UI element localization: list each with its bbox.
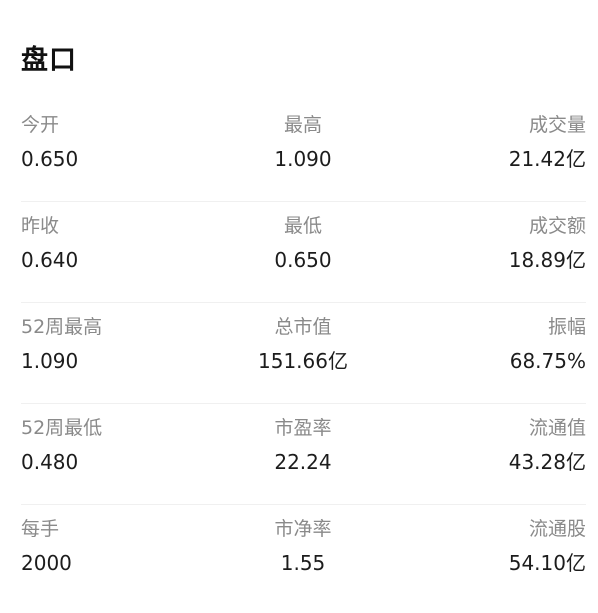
stat-label: 每手 xyxy=(21,518,60,540)
quote-stats-grid: 今开 0.650 最高 1.090 成交量 21.42亿 昨收 0.640 最低… xyxy=(21,101,586,606)
stat-value: 21.42亿 xyxy=(508,147,586,171)
stat-label: 市净率 xyxy=(274,518,332,540)
stat-label: 52周最高 xyxy=(21,316,103,338)
stat-amplitude: 振幅 68.75% xyxy=(386,315,586,374)
stat-value: 68.75% xyxy=(509,349,586,373)
stat-label: 昨收 xyxy=(21,215,60,237)
panel-title: 盘口 xyxy=(21,45,77,76)
stats-row: 每手 2000 市净率 1.55 流通股 54.10亿 xyxy=(21,505,586,606)
stat-52w-high: 52周最高 1.090 xyxy=(21,315,221,374)
stat-high: 最高 1.090 xyxy=(203,113,403,172)
stat-value: 1.090 xyxy=(274,147,332,171)
stat-value: 2000 xyxy=(21,551,72,575)
stats-row: 52周最高 1.090 总市值 151.66亿 振幅 68.75% xyxy=(21,303,586,404)
stat-value: 0.650 xyxy=(274,248,332,272)
stat-label: 流通值 xyxy=(528,417,586,439)
stat-label: 成交量 xyxy=(528,114,586,136)
stat-value: 1.55 xyxy=(280,551,326,575)
stat-label: 市盈率 xyxy=(274,417,332,439)
stat-float-shares: 流通股 54.10亿 xyxy=(386,517,586,576)
stat-value: 22.24 xyxy=(274,450,332,474)
stat-value: 0.480 xyxy=(21,450,79,474)
stats-row: 52周最低 0.480 市盈率 22.24 流通值 43.28亿 xyxy=(21,404,586,505)
stat-float-value: 流通值 43.28亿 xyxy=(386,416,586,475)
stat-pb-ratio: 市净率 1.55 xyxy=(203,517,403,576)
stat-value: 0.650 xyxy=(21,147,79,171)
stat-turnover: 成交额 18.89亿 xyxy=(386,214,586,273)
stat-value: 43.28亿 xyxy=(508,450,586,474)
stat-pe-ratio: 市盈率 22.24 xyxy=(203,416,403,475)
stat-value: 0.640 xyxy=(21,248,79,272)
stat-value: 18.89亿 xyxy=(508,248,586,272)
stat-label: 52周最低 xyxy=(21,417,103,439)
stat-lot-size: 每手 2000 xyxy=(21,517,221,576)
stat-label: 最低 xyxy=(283,215,322,237)
stat-label: 流通股 xyxy=(528,518,586,540)
stat-prev-close: 昨收 0.640 xyxy=(21,214,221,273)
stat-label: 今开 xyxy=(21,114,60,136)
stat-market-cap: 总市值 151.66亿 xyxy=(203,315,403,374)
stat-open: 今开 0.650 xyxy=(21,113,221,172)
stat-label: 总市值 xyxy=(274,316,332,338)
stats-row: 今开 0.650 最高 1.090 成交量 21.42亿 xyxy=(21,101,586,202)
stats-row: 昨收 0.640 最低 0.650 成交额 18.89亿 xyxy=(21,202,586,303)
stat-value: 54.10亿 xyxy=(508,551,586,575)
stat-value: 1.090 xyxy=(21,349,79,373)
stat-label: 最高 xyxy=(283,114,322,136)
stat-low: 最低 0.650 xyxy=(203,214,403,273)
stat-label: 振幅 xyxy=(547,316,586,338)
stat-value: 151.66亿 xyxy=(258,349,348,373)
stat-label: 成交额 xyxy=(528,215,586,237)
stat-52w-low: 52周最低 0.480 xyxy=(21,416,221,475)
stat-volume: 成交量 21.42亿 xyxy=(386,113,586,172)
